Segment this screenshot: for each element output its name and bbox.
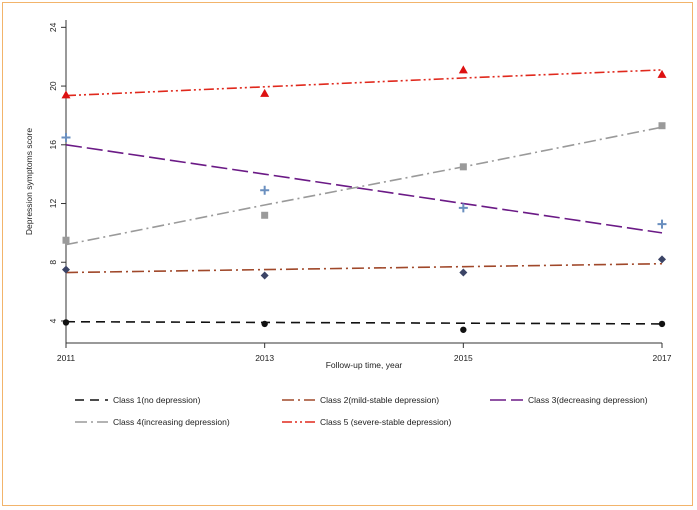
legend-item-5: Class 5 (severe-stable depression)	[282, 417, 452, 427]
series-layer	[61, 65, 667, 333]
legend-item-1: Class 1(no depression)	[75, 395, 201, 405]
data-point	[62, 236, 70, 244]
legend-label: Class 3(decreasing depression)	[528, 395, 648, 405]
data-point	[657, 219, 667, 229]
y-tick-label: 20	[48, 81, 58, 91]
chart-frame	[2, 2, 693, 506]
fitted-line	[65, 126, 663, 246]
data-point	[261, 211, 269, 219]
x-tick-label: 2017	[653, 353, 672, 363]
data-point	[62, 319, 70, 326]
legend-label: Class 4(increasing depression)	[113, 417, 230, 427]
fitted-line	[65, 262, 663, 274]
fitted-line	[65, 69, 663, 97]
legend-item-4: Class 4(increasing depression)	[75, 417, 230, 427]
y-tick-label: 24	[48, 22, 58, 32]
data-point	[459, 163, 467, 171]
data-point	[658, 320, 666, 328]
legend-label: Class 1(no depression)	[113, 395, 201, 405]
legend-label: Class 5 (severe-stable depression)	[320, 417, 452, 427]
y-tick-label: 16	[48, 140, 58, 150]
data-point	[61, 90, 71, 99]
data-point	[658, 122, 666, 130]
series-3	[61, 132, 667, 234]
data-point	[458, 203, 468, 213]
data-point	[260, 271, 269, 280]
y-tick-label: 8	[48, 260, 58, 265]
legend-item-2: Class 2(mild-stable depression)	[282, 395, 439, 405]
y-tick-label: 12	[48, 199, 58, 209]
data-point	[658, 255, 666, 264]
series-4	[62, 122, 666, 246]
data-point	[260, 88, 270, 97]
y-tick-label: 4	[48, 318, 58, 323]
series-2	[62, 255, 666, 280]
axes	[65, 20, 662, 344]
data-point	[260, 185, 270, 195]
data-point	[459, 268, 468, 277]
y-ticks: 4 8 12 16 20 24	[48, 22, 66, 323]
x-ticks: 2011 2013 2015 2017	[57, 343, 672, 363]
data-point	[261, 320, 268, 328]
legend: Class 1(no depression) Class 2(mild-stabl…	[75, 395, 648, 427]
data-point	[62, 265, 70, 274]
x-tick-label: 2015	[454, 353, 473, 363]
series-5	[61, 65, 667, 99]
legend-label: Class 2(mild-stable depression)	[320, 395, 439, 405]
x-tick-label: 2013	[255, 353, 274, 363]
data-point	[458, 65, 468, 74]
x-axis-label: Follow-up time, year	[326, 360, 403, 370]
fitted-line	[65, 144, 663, 234]
data-point	[657, 69, 667, 78]
data-point	[61, 132, 71, 142]
data-point	[460, 326, 467, 333]
x-tick-label: 2011	[57, 353, 76, 363]
legend-item-3: Class 3(decreasing depression)	[490, 395, 648, 405]
y-axis-label: Depression symptoms score	[24, 128, 34, 236]
fitted-line	[65, 320, 663, 325]
series-1	[62, 319, 666, 333]
